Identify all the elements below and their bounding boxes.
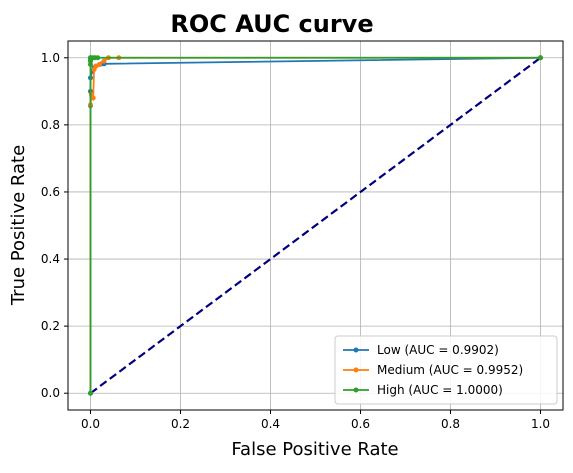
ticks-layer: 0.0 0.2 0.4 0.6 0.8 1.0 0.0 0.2 0.4 0.6 0.8 1.0 xyxy=(41,51,550,431)
series-layer xyxy=(88,55,543,396)
series-2 xyxy=(88,55,543,396)
y-tick-label: 0.8 xyxy=(41,118,60,132)
x-tick-label: 0.8 xyxy=(441,417,460,431)
series-point xyxy=(90,95,96,101)
y-tick-label: 1.0 xyxy=(41,51,60,65)
y-tick-label: 0.0 xyxy=(41,386,60,400)
legend-label: Low (AUC = 0.9902) xyxy=(377,343,499,357)
y-tick-label: 0.2 xyxy=(41,319,60,333)
x-tick-label: 0.6 xyxy=(351,417,370,431)
x-axis-label: False Positive Rate xyxy=(231,439,398,460)
x-tick-label: 1.0 xyxy=(531,417,550,431)
legend-marker xyxy=(353,367,359,373)
legend-box xyxy=(334,335,558,405)
series-point xyxy=(538,55,543,61)
legend-label: High (AUC = 1.0000) xyxy=(377,383,503,397)
plot-area-frame xyxy=(67,40,564,411)
x-tick-label: 0.2 xyxy=(171,417,190,431)
series-point xyxy=(101,58,107,64)
chart-title: ROC AUC curve xyxy=(170,10,373,38)
y-tick-label: 0.4 xyxy=(41,252,60,266)
series-point xyxy=(88,390,93,396)
legend-marker xyxy=(353,347,359,353)
y-tick-label: 0.6 xyxy=(41,185,60,199)
series-point xyxy=(97,61,102,67)
y-axis-label: True Positive Rate xyxy=(8,145,29,306)
x-tick-label: 0.4 xyxy=(261,417,280,431)
legend-marker xyxy=(353,387,359,393)
legend-label: Medium (AUC = 0.9952) xyxy=(377,363,523,377)
series-point xyxy=(95,55,101,61)
reference-diagonal-line xyxy=(89,56,542,395)
legend: Low (AUC = 0.9902) Medium (AUC = 0.9952) H… xyxy=(334,335,558,405)
x-tick-label: 0.0 xyxy=(81,417,100,431)
